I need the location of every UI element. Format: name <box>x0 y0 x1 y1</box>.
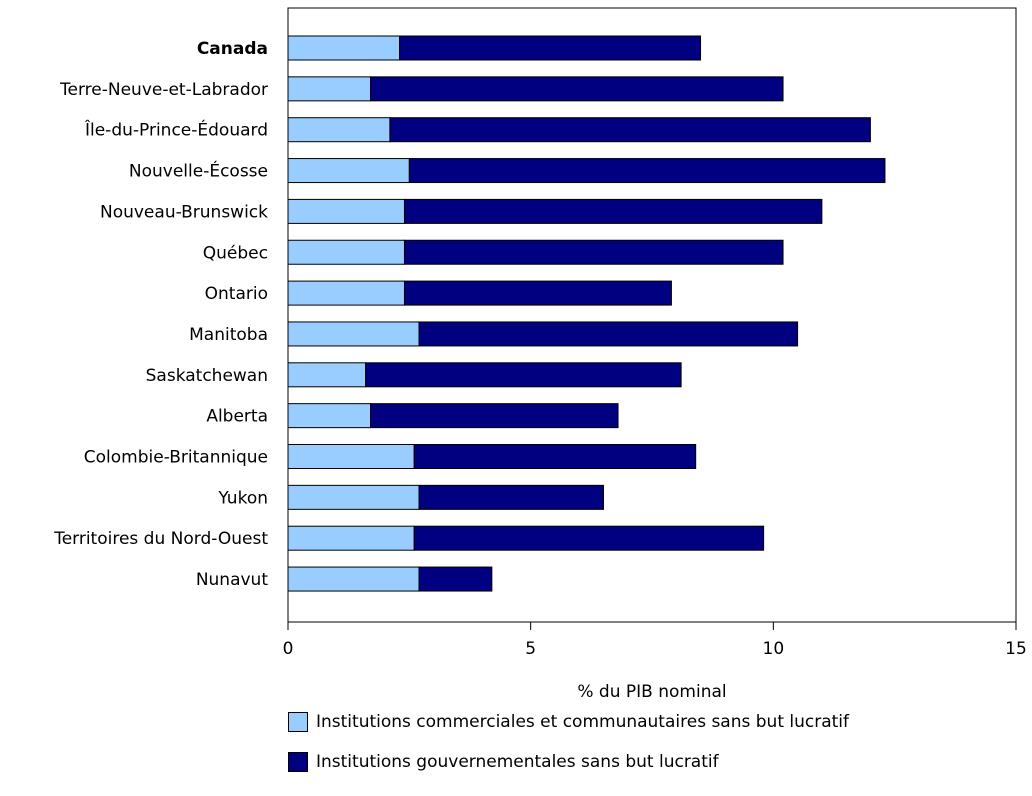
legend-item-government: Institutions gouvernementales sans but l… <box>288 752 719 772</box>
legend-label-commercial: Institutions commerciales et communautai… <box>316 712 850 732</box>
bar-commercial-1 <box>287 76 372 102</box>
bar-government-7 <box>418 321 799 347</box>
category-label: Nunavut <box>196 570 269 590</box>
x-axis-title: % du PIB nominal <box>577 682 726 700</box>
category-label: Terre-Neuve-et-Labrador <box>59 80 268 100</box>
bar-commercial-13 <box>287 566 420 592</box>
bar-government-4 <box>403 198 823 224</box>
bar-government-5 <box>403 239 784 265</box>
bar-commercial-3 <box>287 158 410 184</box>
bar-commercial-0 <box>287 35 401 61</box>
legend-swatch-commercial <box>288 712 308 732</box>
bar-government-1 <box>370 76 784 102</box>
bar-commercial-12 <box>287 525 415 551</box>
bar-government-8 <box>365 362 682 388</box>
bar-commercial-7 <box>287 321 420 347</box>
bar-government-9 <box>370 403 619 429</box>
category-label: Alberta <box>206 407 268 427</box>
bar-government-0 <box>399 35 702 61</box>
bar-commercial-4 <box>287 198 405 224</box>
legend-swatch-government <box>288 752 308 772</box>
bar-government-11 <box>418 484 604 510</box>
category-label: Canada <box>197 39 268 59</box>
category-label: Québec <box>203 243 268 263</box>
bar-government-2 <box>389 117 871 143</box>
category-label: Ontario <box>205 284 268 304</box>
bar-government-6 <box>403 280 672 306</box>
bar-government-12 <box>413 525 765 551</box>
bar-commercial-11 <box>287 484 420 510</box>
bar-commercial-5 <box>287 239 405 265</box>
x-tick-label: 5 <box>525 639 536 659</box>
category-label: Saskatchewan <box>146 366 268 386</box>
bar-commercial-8 <box>287 362 367 388</box>
bar-government-10 <box>413 444 697 469</box>
category-label: Île-du-Prince-Édouard <box>84 119 268 141</box>
category-label: Colombie-Britannique <box>84 448 268 468</box>
bar-government-3 <box>408 158 886 184</box>
bar-commercial-9 <box>287 403 372 429</box>
bar-commercial-10 <box>287 444 415 469</box>
bar-chart: Canada Terre-Neuve-et-Labrador Île-du-Prin… <box>53 7 1027 700</box>
legend-item-commercial: Institutions commerciales et communautai… <box>288 712 849 732</box>
x-tick-label: 0 <box>283 639 294 659</box>
legend-label-government: Institutions gouvernementales sans but l… <box>316 752 719 772</box>
category-label: Manitoba <box>189 325 268 345</box>
x-tick-label: 15 <box>1005 639 1027 659</box>
bar-commercial-6 <box>287 280 405 306</box>
plot-area-frame <box>287 7 1017 623</box>
bar-government-13 <box>418 566 493 592</box>
category-label: Yukon <box>217 488 268 508</box>
category-label: Nouvelle-Écosse <box>129 160 268 182</box>
category-label: Nouveau-Brunswick <box>100 202 268 222</box>
category-label: Territoires du Nord-Ouest <box>53 529 268 549</box>
x-tick-label: 10 <box>763 639 785 659</box>
bar-commercial-2 <box>287 117 391 143</box>
